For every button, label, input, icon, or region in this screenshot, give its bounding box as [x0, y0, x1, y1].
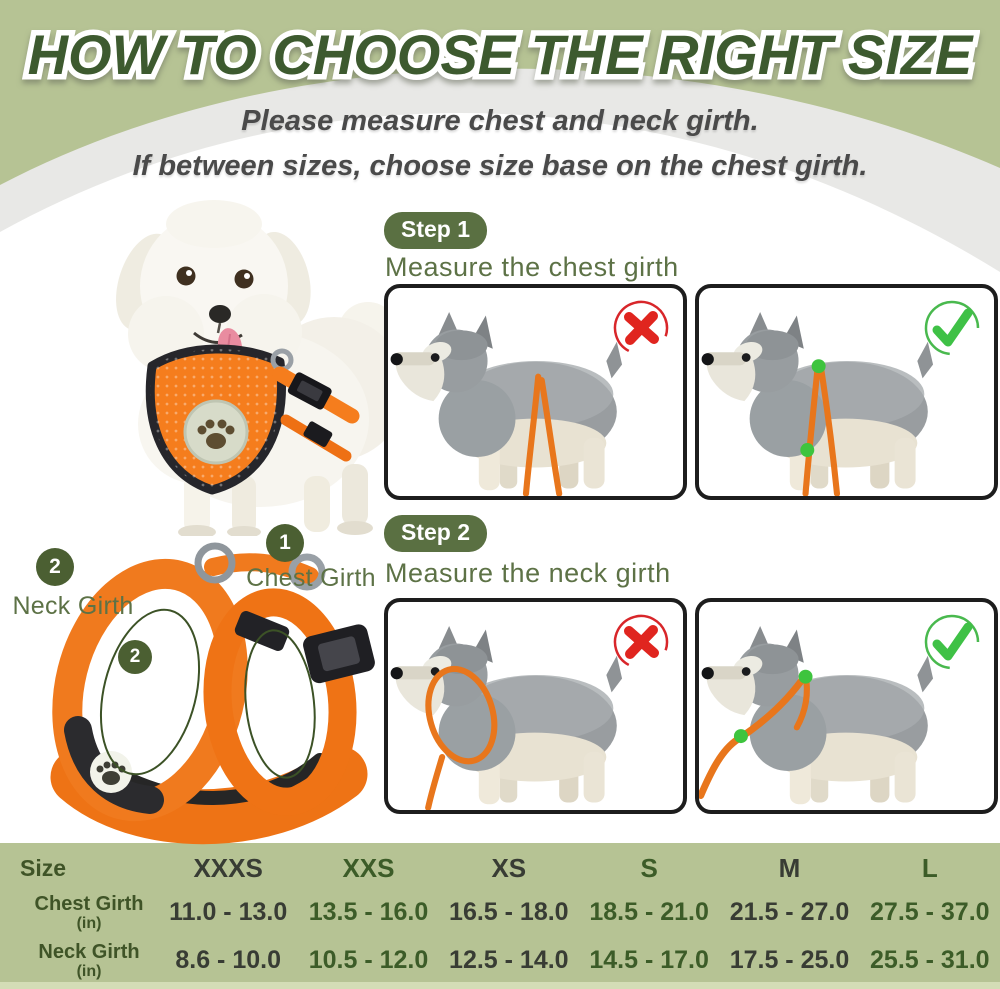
step2-correct-photo [695, 598, 998, 814]
page-title-text: HOW TO CHOOSE THE RIGHT SIZE [27, 23, 973, 86]
step-1-badge: Step 1 [384, 212, 488, 249]
page-title-outline: HOW TO CHOOSE THE RIGHT SIZE [22, 18, 978, 92]
d-ring-icon [194, 542, 236, 584]
chest-value-l: 27.5 - 37.0 [870, 898, 990, 927]
measuring-tape-wrong-chest [522, 373, 563, 496]
d-ring-icon [288, 553, 326, 591]
neck-girth-label: Neck Girth [12, 592, 134, 620]
step1-wrong-photo [384, 284, 687, 500]
step-2-heading: Measure the neck girth [385, 558, 671, 588]
green-dot [811, 359, 826, 374]
green-dot [798, 669, 813, 684]
row-label-unit: (in) [76, 914, 102, 932]
size-table-header-size: Size [20, 855, 67, 882]
neck-value-s: 14.5 - 17.0 [589, 946, 709, 975]
neck-girth-badge: 2 [36, 548, 74, 586]
neck-value-xxs: 10.5 - 12.0 [308, 946, 429, 975]
neck-girth-outline [99, 608, 201, 776]
size-col-xxxs: XXXS [193, 853, 263, 884]
size-col-m: M [778, 853, 801, 884]
chest-girth-row: Chest Girth (in) 11.0 - 13.0 13.5 - 16.0… [0, 893, 1000, 933]
row-label-text: Neck Girth [38, 940, 140, 963]
neck-value-l: 25.5 - 31.0 [870, 946, 990, 975]
chest-girth-outline [244, 629, 316, 779]
chest-value-xs: 16.5 - 18.0 [449, 898, 569, 927]
cross-icon [613, 300, 669, 356]
step-2-badge: Step 2 [384, 515, 488, 552]
green-dot [800, 443, 815, 458]
chest-value-xxxs: 11.0 - 13.0 [169, 898, 288, 927]
white-dog-photo [116, 200, 398, 536]
neck-value-xs: 12.5 - 14.0 [449, 946, 569, 975]
green-dot [733, 729, 748, 744]
harness-diagram: 2 Neck Girth 1 Chest Girth 2 [8, 522, 388, 847]
check-icon [924, 614, 980, 670]
neck-strap-badge: 2 [118, 640, 152, 674]
size-col-l: L [921, 853, 938, 884]
harness-product-photo [50, 542, 375, 845]
size-col-xs: XS [491, 853, 527, 884]
measuring-tape-wrong-neck [425, 665, 498, 810]
subtitle-line-2: If between sizes, choose size base on th… [132, 149, 868, 182]
chest-value-xxs: 13.5 - 16.0 [308, 898, 429, 927]
paw-print-patch [183, 399, 249, 465]
size-col-xxs: XXS [342, 853, 395, 884]
neck-value-m: 17.5 - 25.0 [729, 946, 850, 975]
measuring-tape-correct-neck [699, 669, 813, 799]
bottom-accent-strip [0, 982, 1000, 989]
subtitle: Please measure chest and neck girth. If … [0, 99, 1000, 189]
dog-nose [209, 305, 231, 323]
row-label-text: Chest Girth [34, 892, 144, 915]
step1-correct-photo [695, 284, 998, 500]
chest-girth-row-label: Chest Girth (in) [0, 893, 158, 933]
size-table: Size XXXS XXS XS S M L Chest Girth (in) … [0, 843, 1000, 989]
check-icon [924, 300, 980, 356]
cross-icon [613, 614, 669, 670]
subtitle-line-1: Please measure chest and neck girth. [241, 105, 759, 137]
neck-girth-row: Neck Girth (in) 8.6 - 10.0 10.5 - 12.0 1… [0, 941, 1000, 981]
neck-value-xxxs: 8.6 - 10.0 [175, 946, 281, 975]
buckle [303, 624, 375, 684]
chest-value-m: 21.5 - 27.0 [729, 898, 850, 927]
page-title: HOW TO CHOOSE THE RIGHT SIZE HOW TO CHOO… [0, 18, 1000, 92]
step-1-heading: Measure the chest girth [385, 252, 679, 282]
dog-eye [176, 266, 196, 286]
step2-wrong-photo [384, 598, 687, 814]
size-table-header-row: Size XXXS XXS XS S M L [0, 853, 1000, 884]
chest-girth-badge: 1 [266, 524, 304, 562]
measuring-tape-correct-chest [800, 359, 841, 496]
size-col-s: S [640, 853, 658, 884]
chest-girth-label: Chest Girth [246, 564, 376, 592]
row-label-unit: (in) [76, 962, 102, 980]
neck-girth-row-label: Neck Girth (in) [0, 941, 158, 981]
chest-value-s: 18.5 - 21.0 [589, 898, 709, 927]
